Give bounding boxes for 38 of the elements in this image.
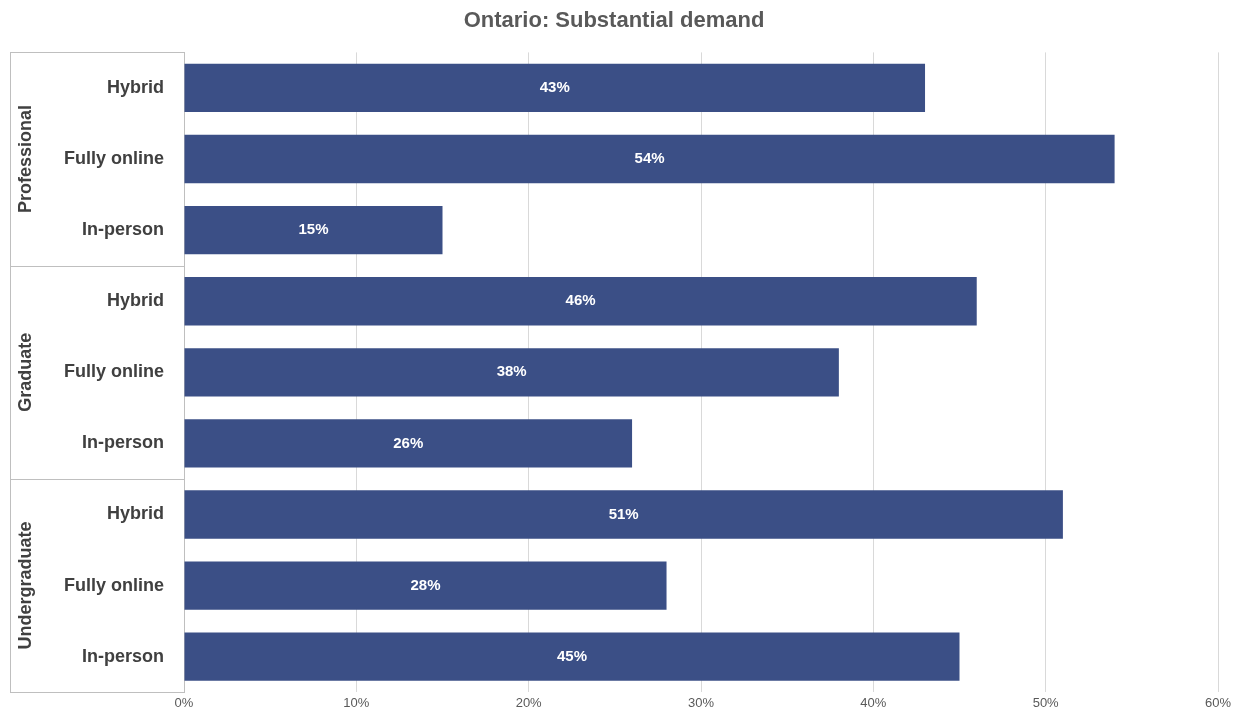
text: Graduate [14,332,35,412]
data-label: 54% [634,149,665,167]
data-label: 43% [539,78,570,96]
data-label: 51% [608,504,639,522]
chart-title: Ontario: Substantial demand [463,7,765,33]
bar [184,63,926,113]
y-tick-label: Hybrid [106,503,164,524]
x-tick-label: 0% [174,694,194,710]
bar [184,419,633,468]
y-tick-label: Fully online [63,574,164,595]
x-tick-label: 10% [343,694,370,710]
y-tick-label: Hybrid [106,290,164,311]
x-tick-label: 40% [860,694,887,710]
data-label: 15% [298,220,329,238]
y-tick-label: Hybrid [106,76,164,97]
bar [184,348,839,397]
text: Undergraduate [14,521,35,650]
data-label: 28% [410,575,441,593]
bar [184,277,977,326]
bar [184,632,960,681]
y-tick-label: Fully online [63,361,164,382]
data-label: 45% [556,646,588,664]
x-tick-label: 60% [1204,694,1232,710]
data-label: 38% [496,362,527,380]
y-tick-label: In-person [81,219,164,240]
bar [184,205,443,255]
bar [184,490,1063,539]
y-tick-label: In-person [81,645,164,666]
y-tick-label: Fully online [63,148,164,168]
x-tick-label: 30% [687,694,715,710]
text: Professional [14,105,35,214]
x-tick-label: 50% [1032,694,1060,710]
bar [184,561,667,610]
bar [184,134,1115,184]
x-tick-label: 20% [515,694,543,710]
y-tick-label: In-person [81,432,164,453]
data-label: 26% [393,433,424,451]
data-label: 46% [565,291,596,309]
